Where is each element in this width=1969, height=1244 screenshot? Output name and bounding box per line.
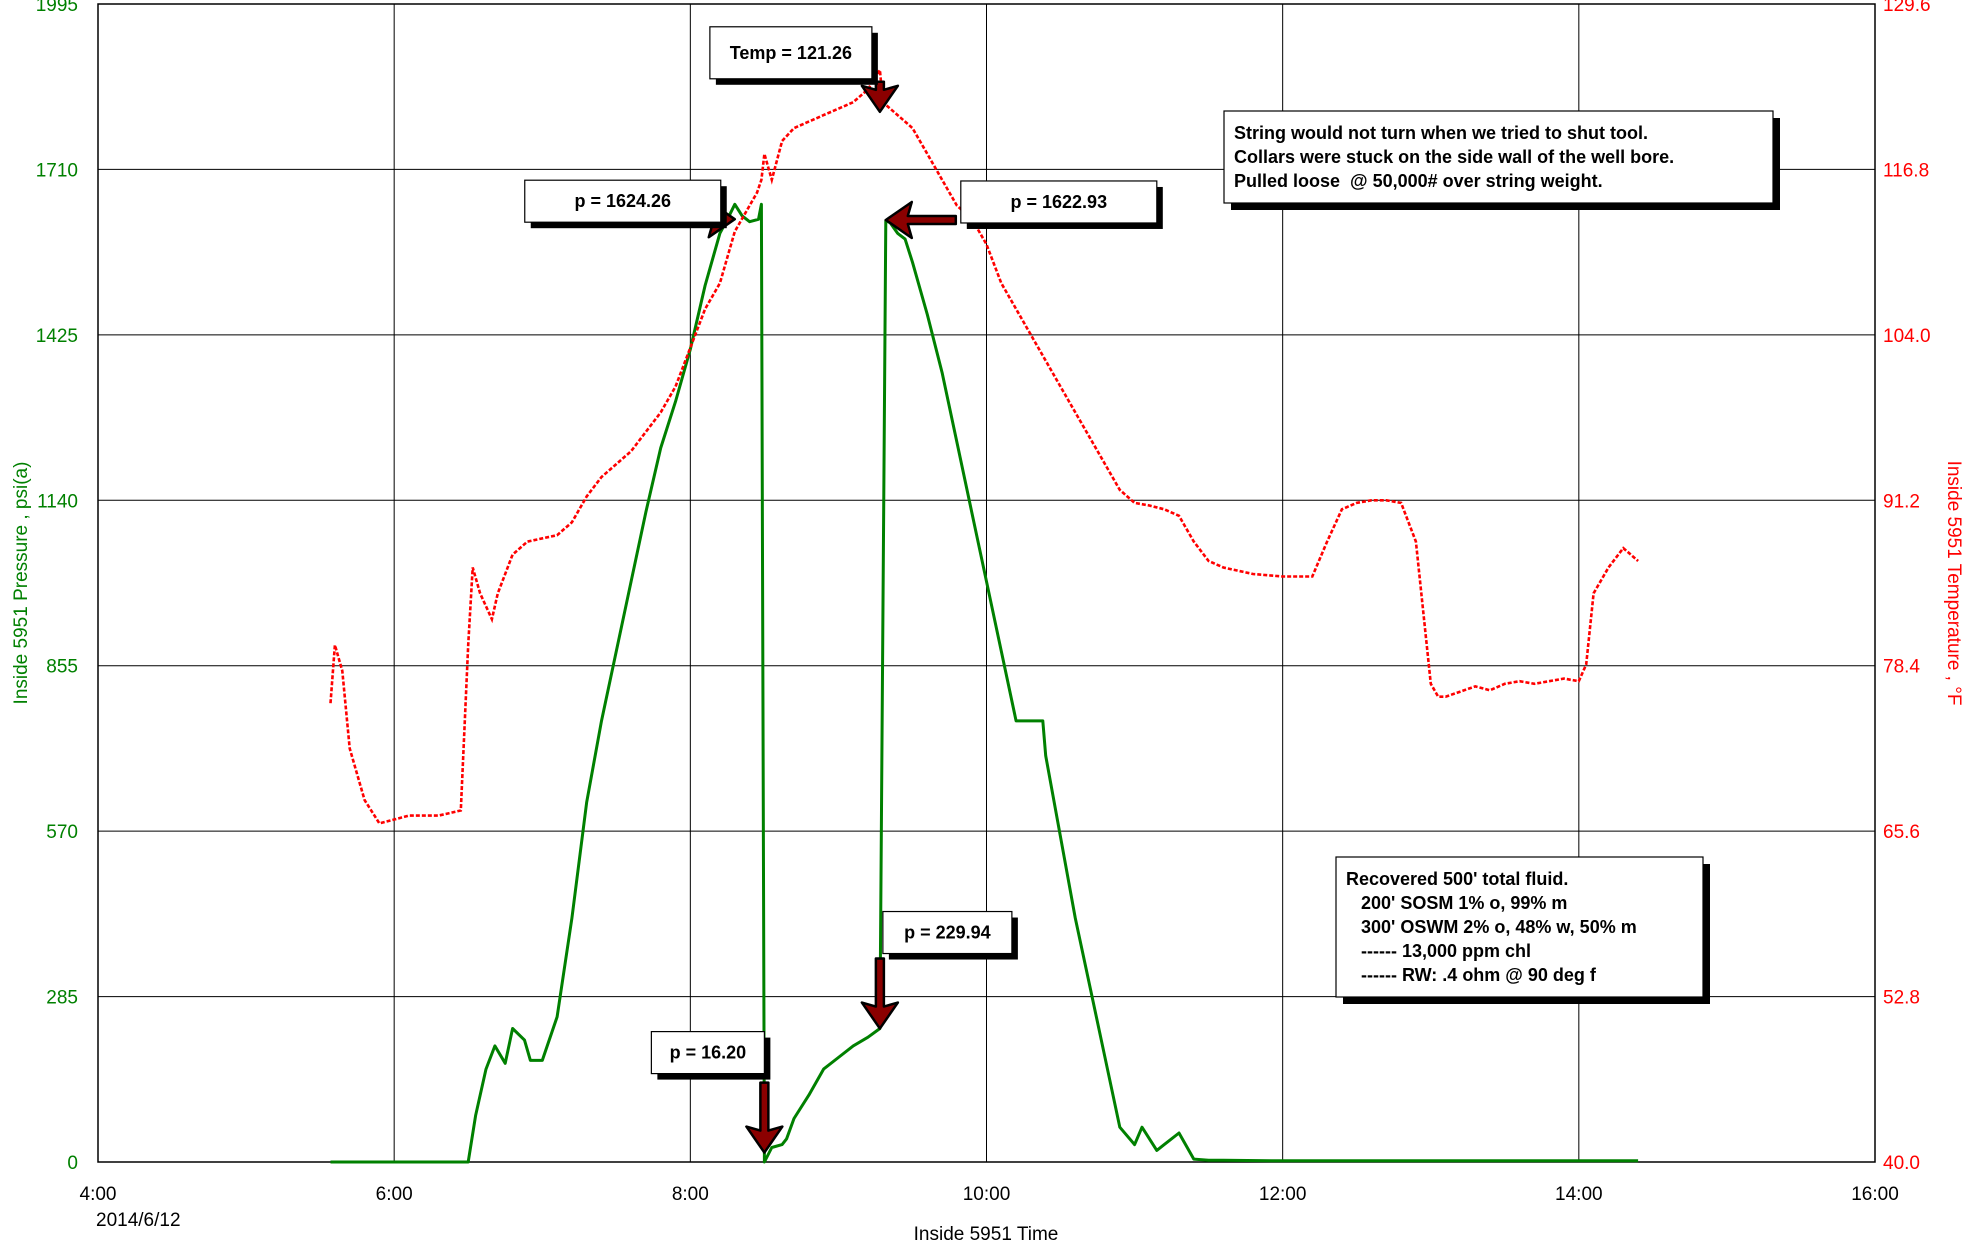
recovery-note-line: Recovered 500' total fluid. bbox=[1346, 869, 1568, 889]
stuck-tool-note-line: Pulled loose @ 50,000# over string weigh… bbox=[1234, 171, 1603, 191]
left-tick-label: 1710 bbox=[36, 160, 78, 181]
series-layer bbox=[329, 65, 1639, 1164]
notes-layer: String would not turn when we tried to s… bbox=[1223, 110, 1780, 1004]
recovery-note-box bbox=[1335, 856, 1704, 998]
right-tick-label: 40.0 bbox=[1883, 1153, 1920, 1174]
callout-arrow bbox=[860, 957, 900, 1030]
p-229-callout-label: p = 229.94 bbox=[904, 923, 991, 943]
stuck-tool-note-line: String would not turn when we tried to s… bbox=[1234, 123, 1648, 143]
recovery-note-line: 300' OSWM 2% o, 48% w, 50% m bbox=[1346, 917, 1637, 937]
callout-arrow bbox=[860, 80, 900, 114]
left-tick-label: 0 bbox=[67, 1153, 78, 1174]
p-16-callout-box bbox=[650, 1030, 765, 1075]
x-axis-label: Inside 5951 Time bbox=[914, 1224, 1059, 1244]
p-peak2-callout-label: p = 1622.93 bbox=[1011, 192, 1108, 212]
p-peak1-callout-box bbox=[524, 179, 722, 223]
annotation-layer: Temp = 121.26 p = 1624.26 p = 1622.93 p = 2… bbox=[524, 26, 1163, 1154]
recovery-note-line: 200' SOSM 1% o, 99% m bbox=[1346, 893, 1567, 913]
x-date-label: 2014/6/12 bbox=[96, 1210, 181, 1231]
p-16-callout-label: p = 16.20 bbox=[670, 1043, 747, 1063]
right-axis-ticks: 40.0 52.8 65.6 78.4 91.2 104.0 116.8 129.6 bbox=[1883, 0, 1931, 1174]
callout-arrow bbox=[745, 1081, 784, 1154]
left-tick-label: 570 bbox=[46, 822, 78, 843]
left-tick-label: 1425 bbox=[36, 326, 78, 347]
left-tick-label: 1140 bbox=[37, 491, 78, 512]
right-tick-label: 78.4 bbox=[1883, 657, 1920, 678]
right-tick-label: 65.6 bbox=[1883, 822, 1920, 843]
stuck-tool-note-box bbox=[1223, 110, 1774, 204]
left-axis-label: Inside 5951 Pressure , psi(a) bbox=[11, 462, 32, 705]
x-axis-ticks: 4:00 6:00 8:00 10:00 12:00 14:00 16:00 bbox=[80, 1184, 1899, 1205]
left-tick-label: 285 bbox=[46, 988, 78, 1009]
p-peak1-callout-label: p = 1624.26 bbox=[574, 191, 671, 211]
x-tick-label: 6:00 bbox=[376, 1184, 413, 1205]
callout-arrow bbox=[884, 200, 958, 240]
p-229-callout-box bbox=[882, 910, 1013, 955]
left-axis-ticks: 0 285 570 855 1140 1425 1710 1995 bbox=[36, 0, 78, 1174]
x-tick-label: 4:00 bbox=[80, 1184, 117, 1205]
temp-peak-callout-label: Temp = 121.26 bbox=[730, 43, 852, 63]
recovery-note-line: ------ RW: .4 ohm @ 90 deg f bbox=[1346, 965, 1597, 985]
x-tick-label: 14:00 bbox=[1555, 1184, 1603, 1205]
right-tick-label: 129.6 bbox=[1883, 0, 1931, 16]
left-tick-label: 1995 bbox=[36, 0, 78, 16]
x-tick-label: 16:00 bbox=[1851, 1184, 1899, 1205]
recovery-note-line: ------ 13,000 ppm chl bbox=[1346, 941, 1531, 961]
right-tick-label: 116.8 bbox=[1883, 160, 1929, 181]
right-axis-label: Inside 5951 Temperature , °F bbox=[1943, 461, 1964, 706]
left-tick-label: 855 bbox=[46, 657, 78, 678]
x-tick-label: 8:00 bbox=[672, 1184, 709, 1205]
right-tick-label: 104.0 bbox=[1883, 326, 1931, 347]
p-peak2-callout-box bbox=[960, 180, 1158, 224]
temperature-series-line bbox=[329, 65, 1639, 825]
stuck-tool-note-line: Collars were stuck on the side wall of t… bbox=[1234, 147, 1674, 167]
right-tick-label: 91.2 bbox=[1883, 491, 1920, 512]
x-tick-label: 12:00 bbox=[1259, 1184, 1307, 1205]
pressure-series-line bbox=[330, 202, 1639, 1164]
temp-peak-callout-box bbox=[709, 26, 873, 80]
right-tick-label: 52.8 bbox=[1883, 988, 1920, 1009]
x-tick-label: 10:00 bbox=[963, 1184, 1011, 1205]
